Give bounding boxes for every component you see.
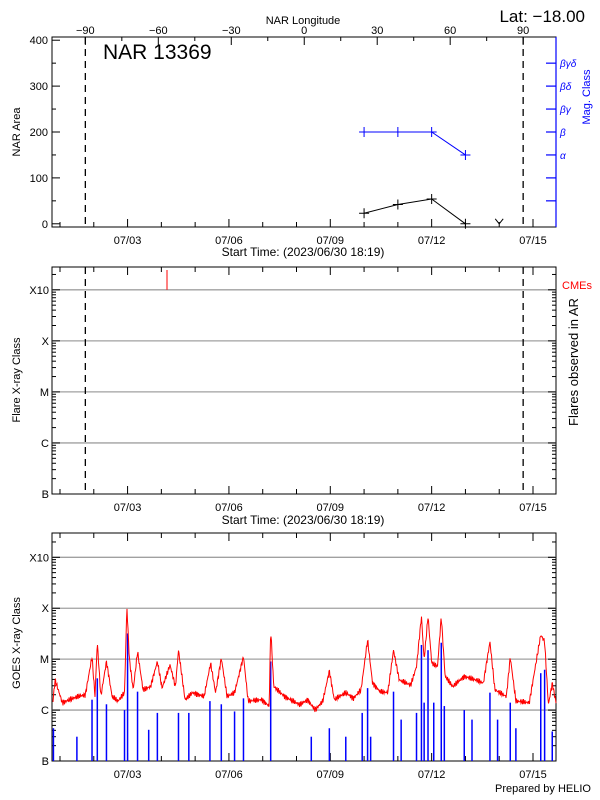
panel1-y2label: Mag. Class [581, 69, 593, 125]
lon-tick-label: −90 [76, 25, 95, 37]
nar-area-point [359, 208, 370, 219]
x-tick-label: 07/15 [519, 769, 547, 781]
x-tick-label: 07/12 [418, 235, 446, 247]
mag-class-point [426, 127, 437, 137]
y-tick-label: M [40, 387, 49, 399]
panel1-ylabel: NAR Area [11, 107, 23, 157]
mag-class-line [364, 131, 466, 156]
y-tick-label: X [42, 603, 50, 615]
y-tick-label: X10 [29, 552, 49, 564]
y-tick-label: 200 [30, 127, 48, 139]
mag-class-label: βγ [559, 105, 572, 116]
y-tick-label: X [42, 336, 50, 348]
y-tick-label: C [41, 705, 49, 717]
y-tick-label: 0 [42, 219, 48, 231]
lon-tick-label: −60 [149, 25, 168, 37]
y-tick-label: 400 [30, 35, 48, 47]
x-tick-label: 07/12 [418, 769, 446, 781]
mag-class-label: βδ [559, 82, 572, 93]
x-tick-label: 07/09 [317, 502, 345, 514]
goes-long-line [52, 608, 557, 713]
panel2-frame [51, 266, 557, 495]
y-tick-label: 300 [30, 81, 48, 93]
lon-tick-label: 0 [301, 25, 307, 37]
x-tick-label: 07/12 [418, 502, 446, 514]
x-tick-label: 07/06 [215, 502, 243, 514]
lon-tick-label: −30 [222, 25, 241, 37]
mag-class-point [460, 149, 471, 160]
mag-class-label: βγδ [559, 59, 577, 70]
top-axis-label: NAR Longitude [266, 15, 341, 27]
cme-legend: CMEs [562, 280, 592, 292]
lon-tick-label: 60 [444, 25, 456, 37]
panel2-y2label: Flares observed in AR [566, 298, 581, 426]
nar-area-arrow-marker [494, 218, 504, 225]
lat-label: Lat: −18.00 [499, 7, 585, 26]
panel3-frame [51, 532, 557, 762]
x-tick-label: 07/09 [317, 235, 345, 247]
nar-area-point [426, 194, 437, 205]
plot-layer: 07/03 07/06 07/09 07/12 07/150100200300400−9… [29, 25, 576, 781]
nar-area-point [392, 199, 403, 210]
mag-class-label: α [560, 151, 566, 162]
mag-class-point [359, 127, 370, 137]
panel3-ylabel: GOES X-ray Class [11, 597, 23, 689]
mag-class-point [392, 127, 403, 137]
panel1-xlabel: Start Time: (2023/06/30 18:19) [222, 245, 385, 259]
x-tick-label: 07/06 [215, 769, 243, 781]
footer-credit: Prepared by HELIO [495, 783, 591, 795]
panel2-xlabel: Start Time: (2023/06/30 18:19) [222, 513, 385, 527]
y-tick-label: B [42, 756, 49, 768]
nar-area-point [460, 218, 471, 229]
lon-tick-label: 30 [371, 25, 383, 37]
x-tick-label: 07/03 [114, 235, 142, 247]
panel2-ylabel: Flare X-ray Class [11, 337, 23, 422]
x-tick-label: 07/15 [519, 502, 547, 514]
y-tick-label: X10 [29, 285, 49, 297]
x-tick-label: 07/15 [519, 235, 547, 247]
mag-class-label: β [559, 128, 566, 139]
panel1-frame [51, 36, 557, 228]
nar-area-line [363, 198, 466, 225]
x-tick-label: 07/09 [317, 769, 345, 781]
y-tick-label: M [40, 654, 49, 666]
x-tick-label: 07/03 [114, 502, 142, 514]
x-tick-label: 07/03 [114, 769, 142, 781]
y-tick-label: 100 [30, 173, 48, 185]
y-tick-label: C [41, 438, 49, 450]
lon-tick-label: 90 [517, 25, 529, 37]
x-tick-label: 07/06 [215, 235, 243, 247]
panel1-title: NAR 13369 [103, 41, 212, 64]
y-tick-label: B [42, 489, 49, 501]
